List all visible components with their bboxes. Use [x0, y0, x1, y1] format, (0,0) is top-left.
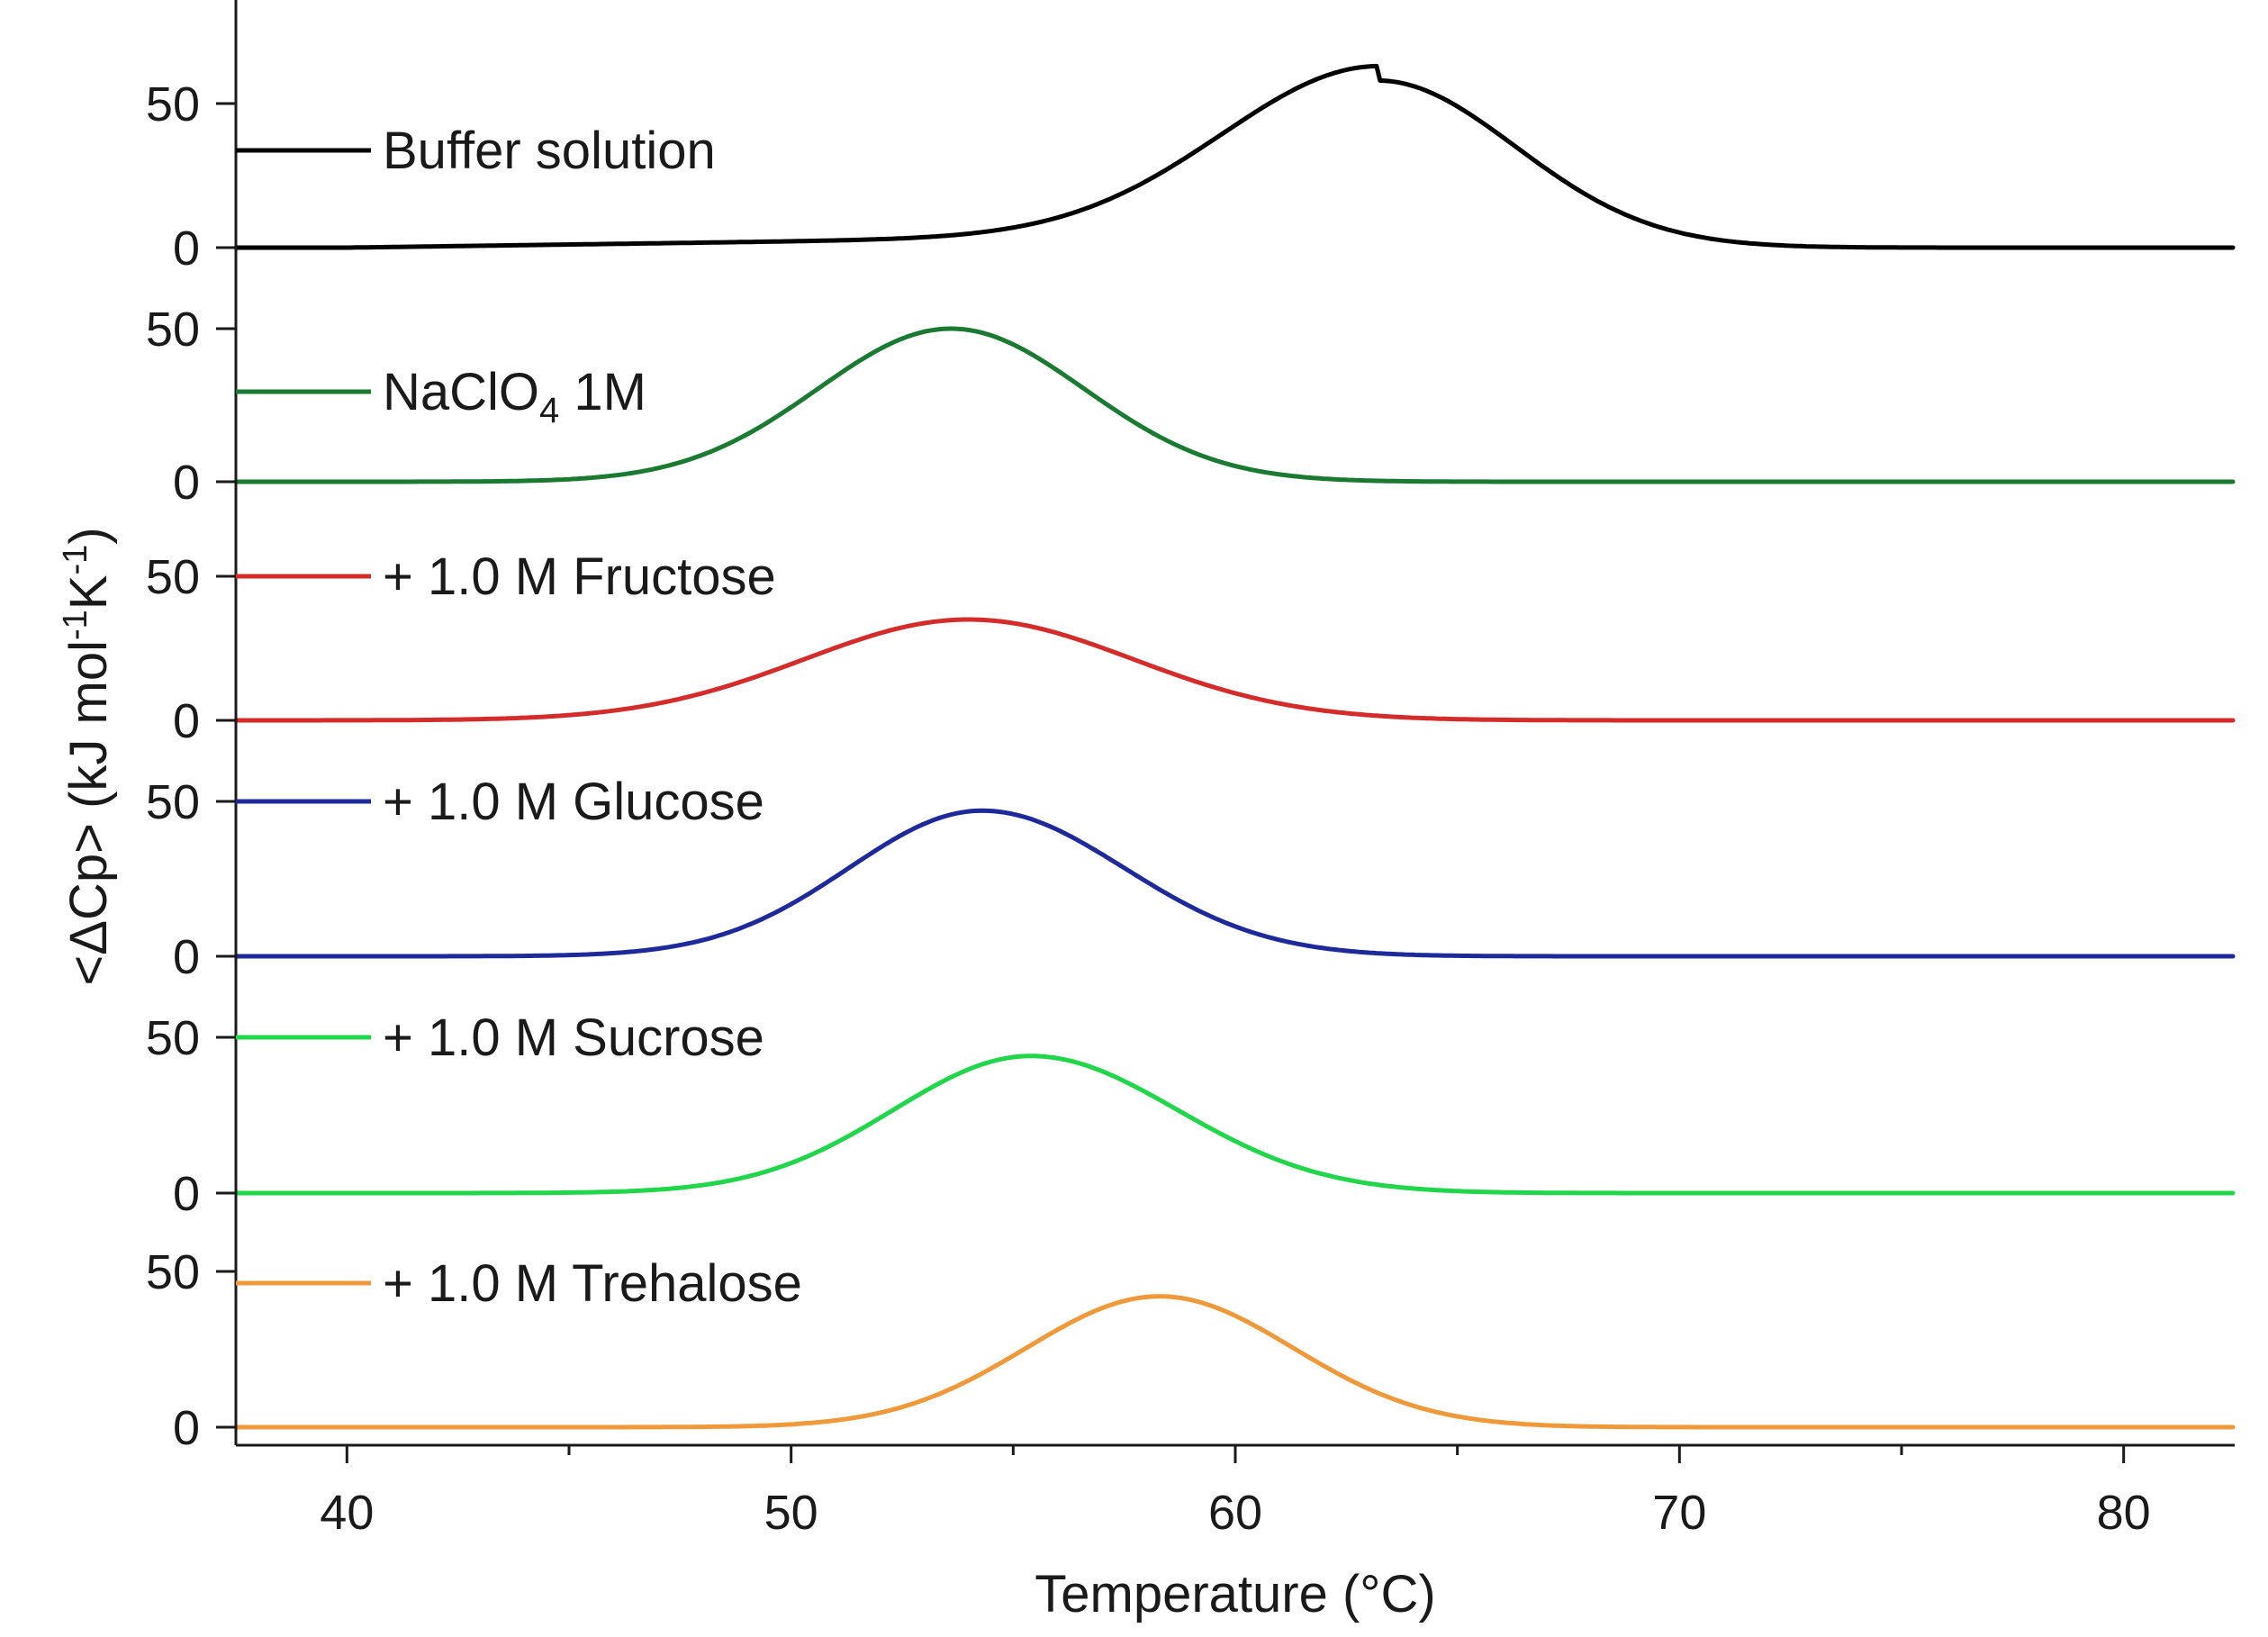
series-curves: [233, 63, 2236, 1430]
x-tick-label: 80: [2097, 1486, 2151, 1540]
y-tick-label: 50: [146, 1011, 200, 1065]
y-tick-label: 50: [146, 303, 200, 357]
x-tick-label: 40: [320, 1486, 374, 1540]
x-tick-label: 50: [764, 1486, 818, 1540]
series-line-4: [233, 808, 2236, 959]
x-axis-title: Temperature (°C): [1035, 1565, 1435, 1623]
y-tick-label: 0: [173, 1401, 200, 1455]
legend-label-4: + 1.0 M Glucose: [383, 773, 764, 831]
y-tick-label: 0: [173, 930, 200, 984]
y-ticks: 0 50 0 50 0 50 0 50 0 50 0 50: [146, 77, 236, 1455]
y-tick-label: 0: [173, 694, 200, 748]
legend-label-3: + 1.0 M Fructose: [383, 547, 776, 606]
y-axis-title: <ΔCp> (kJ mol-1K-1): [57, 527, 118, 985]
x-ticks: 40 50 60 70 80: [320, 1445, 2151, 1540]
y-tick-label: 50: [146, 775, 200, 829]
series-line-2: [233, 326, 2236, 484]
y-tick-label: 50: [146, 550, 200, 604]
series-line-1: [233, 63, 2236, 250]
y-tick-label: 0: [173, 1167, 200, 1221]
y-tick-label: 50: [146, 1245, 200, 1299]
series-line-3: [233, 617, 2236, 723]
legend-label-5: + 1.0 M Sucrose: [383, 1008, 764, 1067]
y-tick-label: 0: [173, 456, 200, 510]
series-line-6: [233, 1294, 2236, 1430]
legend-label-2: NaClO4 1M: [383, 363, 646, 430]
legend-label-6: + 1.0 M Trehalose: [383, 1254, 802, 1313]
y-tick-label: 0: [173, 222, 200, 276]
x-tick-label: 70: [1652, 1486, 1706, 1540]
x-tick-label: 60: [1208, 1486, 1262, 1540]
legend: Buffer solution NaClO4 1M + 1.0 M Fructose…: [236, 122, 802, 1313]
series-line-5: [233, 1054, 2236, 1196]
legend-label-1: Buffer solution: [383, 122, 716, 180]
y-tick-label: 50: [146, 77, 200, 131]
